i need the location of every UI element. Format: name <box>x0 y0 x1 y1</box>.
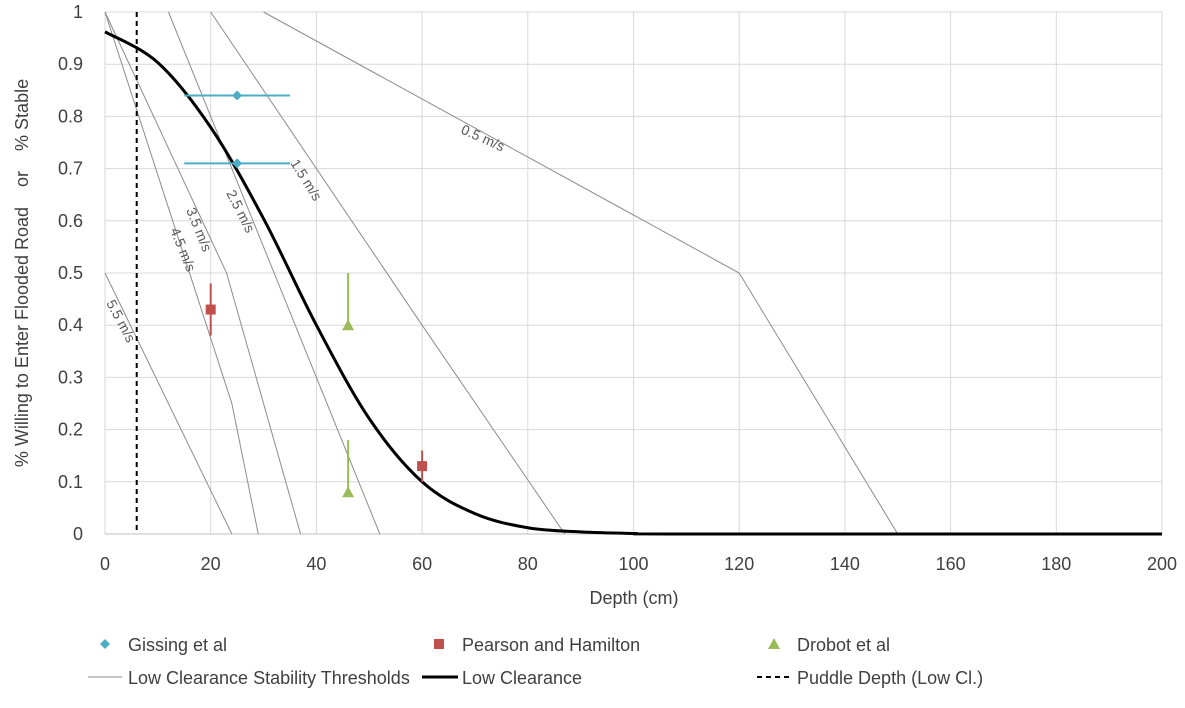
x-tick-label: 40 <box>306 554 326 574</box>
low-clearance-curve <box>104 30 1163 536</box>
legend: Gissing et al Pearson and Hamilton Drobot … <box>88 635 983 688</box>
threshold-label: 0.5 m/s <box>459 121 507 154</box>
x-axis-title: Depth (cm) <box>589 588 678 608</box>
threshold-line <box>104 272 233 535</box>
threshold-lines <box>104 11 899 535</box>
x-tick-label: 120 <box>724 554 754 574</box>
x-tick-label: 140 <box>830 554 860 574</box>
legend-label: Gissing et al <box>128 635 227 655</box>
data-point-diamond <box>232 90 243 101</box>
threshold-label: 1.5 m/s <box>287 156 325 203</box>
y-tick-label: 0.4 <box>58 315 83 335</box>
data-point-square <box>205 304 216 315</box>
threshold-line <box>210 11 566 535</box>
x-tick-label: 20 <box>201 554 221 574</box>
legend-label: Drobot et al <box>797 635 890 655</box>
legend-label: Low Clearance <box>462 668 582 688</box>
low-clearance-line <box>104 30 1163 536</box>
legend-marker <box>768 638 780 649</box>
x-tick-label: 100 <box>618 554 648 574</box>
y-tick-label: 1 <box>73 2 83 22</box>
legend-item: Low Clearance Stability Thresholds <box>88 668 410 688</box>
threshold-line <box>104 11 259 535</box>
threshold-line <box>167 11 381 535</box>
data-point-triangle <box>342 486 355 498</box>
legend-item: Low Clearance <box>422 668 582 688</box>
threshold-labels: 0.5 m/s1.5 m/s2.5 m/s3.5 m/s4.5 m/s5.5 m… <box>103 121 507 345</box>
legend-item: Drobot et al <box>768 635 890 655</box>
legend-marker <box>100 639 110 649</box>
y-tick-label: 0.7 <box>58 159 83 179</box>
x-tick-label: 60 <box>412 554 432 574</box>
x-tick-label: 180 <box>1041 554 1071 574</box>
y-tick-label: 0.6 <box>58 211 83 231</box>
data-point-square <box>417 461 428 472</box>
x-tick-label: 200 <box>1147 554 1177 574</box>
y-tick-label: 0.9 <box>58 54 83 74</box>
threshold-label: 5.5 m/s <box>103 297 139 345</box>
y-tick-label: 0.3 <box>58 367 83 387</box>
x-tick-label: 0 <box>100 554 110 574</box>
y-axis-title: % Willing to Enter Flooded Road or % Sta… <box>12 79 32 467</box>
legend-label: Low Clearance Stability Thresholds <box>128 668 410 688</box>
data-points <box>184 90 428 498</box>
legend-item: Pearson and Hamilton <box>434 635 640 655</box>
legend-item: Puddle Depth (Low Cl.) <box>757 668 983 688</box>
threshold-label: 2.5 m/s <box>223 187 258 235</box>
threshold-line <box>263 11 899 535</box>
threshold-line <box>104 11 302 535</box>
legend-label: Pearson and Hamilton <box>462 635 640 655</box>
y-tick-label: 0.8 <box>58 106 83 126</box>
x-tick-label: 160 <box>936 554 966 574</box>
y-tick-label: 0.2 <box>58 420 83 440</box>
tick-labels: 0 20 40 60 80 100 120 140 160 180 200 0 0.1 0.2 0.3 0.4… <box>58 2 1177 574</box>
x-tick-label: 80 <box>518 554 538 574</box>
data-point-diamond <box>232 158 243 169</box>
y-tick-label: 0 <box>73 524 83 544</box>
data-point-triangle <box>342 319 355 331</box>
y-tick-label: 0.1 <box>58 472 83 492</box>
legend-marker <box>434 639 444 649</box>
y-tick-label: 0.5 <box>58 263 83 283</box>
legend-label: Puddle Depth (Low Cl.) <box>797 668 983 688</box>
legend-item: Gissing et al <box>100 635 227 655</box>
